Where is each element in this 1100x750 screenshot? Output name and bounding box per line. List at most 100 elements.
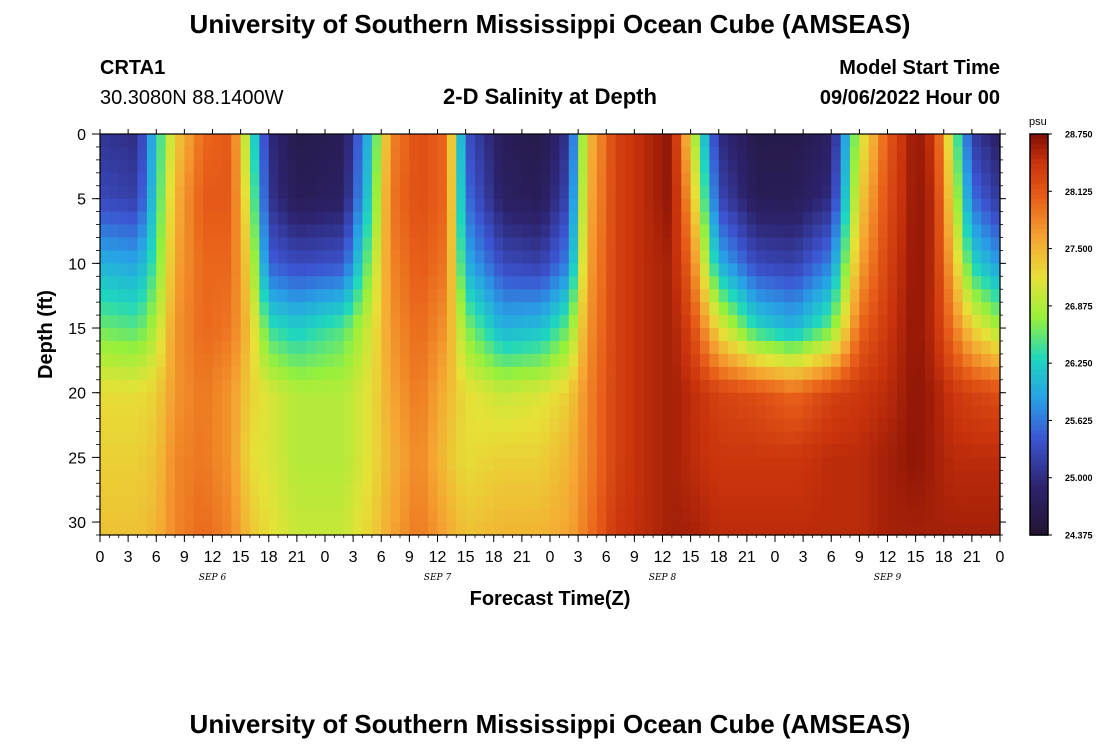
heatmap-cell bbox=[784, 328, 795, 342]
heatmap-cell bbox=[981, 134, 992, 148]
heatmap-cell bbox=[756, 353, 767, 368]
heatmap-cell bbox=[765, 185, 776, 200]
heatmap-cell bbox=[512, 146, 523, 161]
heatmap-cell bbox=[221, 146, 232, 161]
heatmap-cell bbox=[568, 237, 579, 252]
heatmap-cell bbox=[990, 237, 1001, 252]
station-name: CRTA1 bbox=[100, 57, 166, 79]
heatmap-cell bbox=[559, 263, 570, 277]
heatmap-cell bbox=[662, 431, 673, 446]
heatmap-cell bbox=[437, 302, 448, 316]
heatmap-cell bbox=[775, 353, 785, 368]
heatmap-cell bbox=[700, 431, 710, 446]
heatmap-cell bbox=[887, 496, 898, 510]
heatmap-cell bbox=[653, 302, 664, 316]
heatmap-cell bbox=[353, 379, 364, 394]
heatmap-cell bbox=[165, 302, 176, 316]
heatmap-cell bbox=[146, 418, 157, 433]
heatmap-cell bbox=[671, 276, 682, 290]
heatmap-cell bbox=[578, 289, 589, 303]
heatmap-cell bbox=[184, 211, 195, 226]
heatmap-cell bbox=[821, 457, 832, 471]
heatmap-cell bbox=[878, 302, 889, 316]
heatmap-cell bbox=[325, 211, 335, 226]
heatmap-cell bbox=[456, 289, 467, 303]
heatmap-cell bbox=[737, 483, 748, 497]
heatmap-cell bbox=[137, 379, 148, 394]
heatmap-cell bbox=[156, 289, 167, 303]
heatmap-cell bbox=[718, 509, 729, 523]
heatmap-cell bbox=[465, 276, 476, 290]
heatmap-cell bbox=[793, 470, 804, 484]
heatmap-cell bbox=[325, 379, 335, 394]
heatmap-cell bbox=[296, 431, 307, 446]
heatmap-cell bbox=[596, 289, 607, 303]
heatmap-cell bbox=[812, 431, 823, 446]
heatmap-cell bbox=[981, 340, 992, 355]
heatmap-cell bbox=[400, 444, 410, 458]
heatmap-cell bbox=[812, 366, 823, 381]
heatmap-cell bbox=[634, 276, 645, 290]
heatmap-cell bbox=[896, 263, 907, 277]
heatmap-cell bbox=[746, 379, 757, 394]
heatmap-cell bbox=[690, 353, 701, 368]
heatmap-cell bbox=[325, 185, 335, 200]
heatmap-cell bbox=[259, 431, 270, 446]
heatmap-cell bbox=[653, 237, 664, 252]
heatmap-cell bbox=[878, 522, 889, 536]
heatmap-cell bbox=[625, 444, 635, 458]
heatmap-cell bbox=[212, 431, 223, 446]
heatmap-cell bbox=[343, 379, 354, 394]
heatmap-cell bbox=[512, 431, 523, 446]
heatmap-cell bbox=[625, 496, 635, 510]
heatmap-cell bbox=[634, 172, 645, 187]
heatmap-cell bbox=[315, 353, 326, 368]
heatmap-cell bbox=[868, 198, 879, 213]
heatmap-cell bbox=[193, 418, 204, 433]
heatmap-cell bbox=[381, 418, 392, 433]
heatmap-cell bbox=[193, 198, 204, 213]
heatmap-cell bbox=[109, 159, 120, 174]
heatmap-cell bbox=[315, 483, 326, 497]
heatmap-cell bbox=[718, 134, 729, 148]
heatmap-cell bbox=[100, 289, 110, 303]
colorbar-swatch bbox=[1030, 314, 1048, 321]
heatmap-cell bbox=[400, 211, 410, 226]
heatmap-cell bbox=[437, 146, 448, 161]
heatmap-cell bbox=[165, 340, 176, 355]
heatmap-cell bbox=[493, 276, 504, 290]
heatmap-cell bbox=[859, 237, 870, 252]
heatmap-cell bbox=[446, 457, 457, 471]
heatmap-cell bbox=[746, 470, 757, 484]
heatmap-cell bbox=[503, 431, 514, 446]
heatmap-cell bbox=[878, 198, 889, 213]
colorbar-swatch bbox=[1030, 214, 1048, 220]
heatmap-cell bbox=[746, 302, 757, 316]
heatmap-cell bbox=[615, 418, 626, 433]
heatmap-cell bbox=[259, 237, 270, 252]
heatmap-cell bbox=[784, 315, 795, 329]
heatmap-cell bbox=[587, 470, 598, 484]
heatmap-cell bbox=[278, 431, 289, 446]
heatmap-cell bbox=[915, 405, 926, 420]
heatmap-cell bbox=[203, 418, 214, 433]
heatmap-cell bbox=[109, 134, 120, 148]
heatmap-cell bbox=[953, 328, 964, 342]
heatmap-cell bbox=[334, 211, 345, 226]
heatmap-cell bbox=[981, 353, 992, 368]
heatmap-cell bbox=[700, 444, 710, 458]
heatmap-cell bbox=[521, 496, 532, 510]
heatmap-cell bbox=[737, 366, 748, 381]
heatmap-cell bbox=[868, 302, 879, 316]
heatmap-cell bbox=[962, 159, 973, 174]
heatmap-cell bbox=[578, 159, 589, 174]
heatmap-cell bbox=[934, 444, 945, 458]
heatmap-cell bbox=[803, 483, 814, 497]
colorbar-swatch bbox=[1030, 244, 1048, 250]
heatmap-cell bbox=[925, 366, 935, 381]
heatmap-cell bbox=[484, 289, 495, 303]
heatmap-cell bbox=[521, 483, 532, 497]
heatmap-cell bbox=[709, 392, 720, 407]
heatmap-cell bbox=[128, 353, 139, 368]
heatmap-cell bbox=[700, 250, 710, 264]
